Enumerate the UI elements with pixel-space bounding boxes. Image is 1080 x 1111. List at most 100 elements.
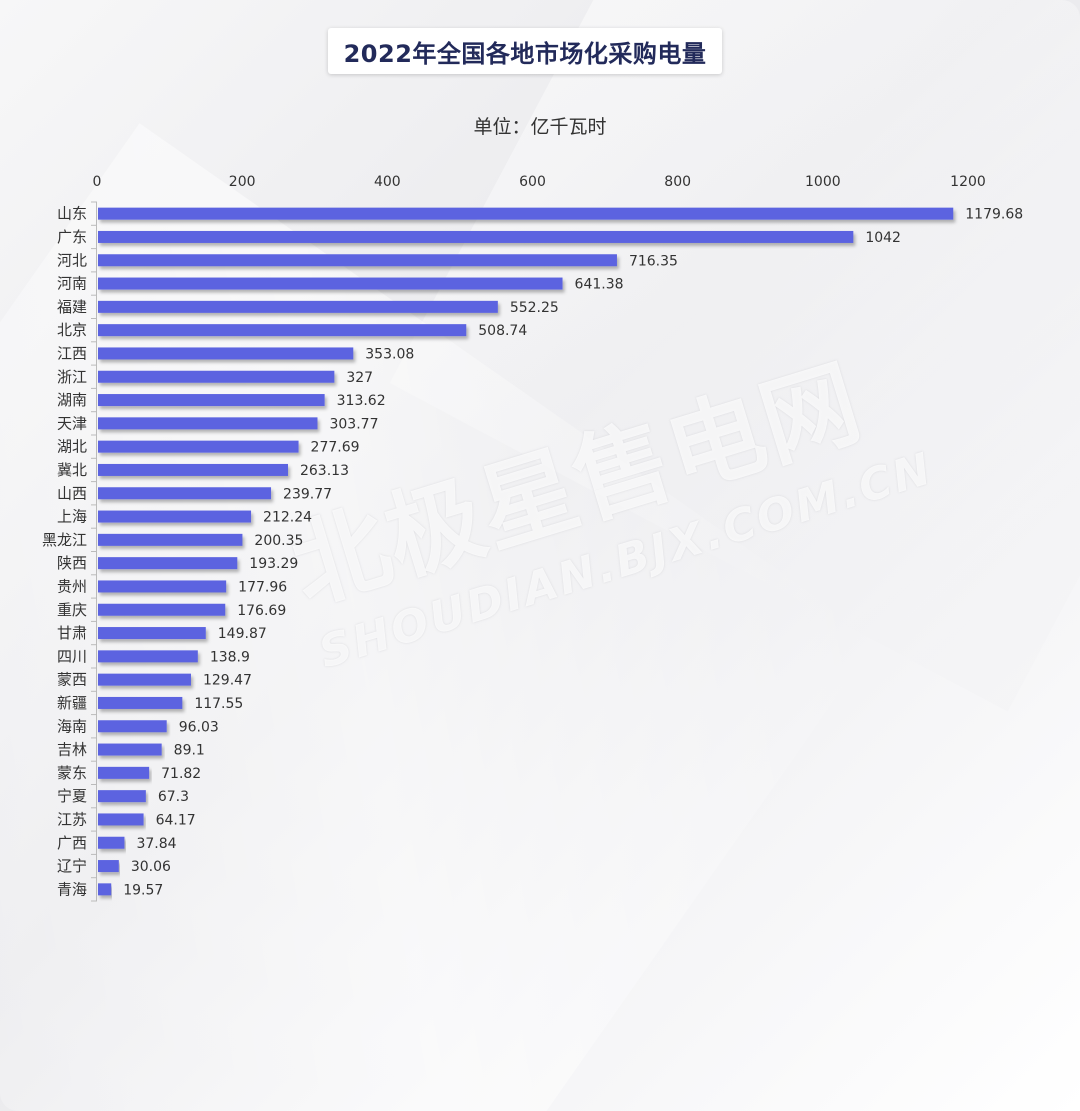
- data-bar: [98, 463, 288, 476]
- data-value-label: 353.08: [365, 346, 414, 362]
- category-label: 天津: [57, 414, 87, 432]
- data-bar: [98, 370, 335, 383]
- data-value-label: 177.96: [238, 579, 287, 595]
- data-bar: [98, 673, 191, 686]
- data-bar: [98, 510, 252, 523]
- category-label: 蒙东: [57, 764, 87, 782]
- data-value-label: 716.35: [629, 253, 678, 269]
- data-value-label: 149.87: [218, 626, 267, 642]
- data-value-label: 89.1: [174, 743, 205, 759]
- data-bar: [98, 230, 854, 243]
- data-value-label: 64.17: [156, 812, 196, 828]
- category-label: 上海: [57, 508, 87, 526]
- category-label: 海南: [57, 717, 87, 735]
- x-tick-label: 400: [374, 174, 401, 190]
- category-label: 新疆: [57, 694, 87, 712]
- category-label: 山西: [57, 484, 87, 502]
- category-label: 江西: [57, 344, 87, 362]
- data-bar: [98, 790, 146, 803]
- category-label: 北京: [57, 321, 87, 339]
- data-bar: [98, 487, 272, 500]
- data-value-label: 71.82: [161, 766, 201, 782]
- data-bar: [98, 813, 144, 826]
- data-value-label: 1179.68: [965, 207, 1023, 223]
- data-bar: [98, 417, 318, 430]
- data-value-label: 327: [346, 370, 373, 386]
- data-value-label: 30.06: [131, 859, 171, 875]
- category-label: 青海: [57, 880, 87, 898]
- data-bar: [98, 650, 198, 663]
- data-bar: [98, 440, 299, 453]
- data-bar: [98, 254, 617, 267]
- data-value-label: 239.77: [283, 486, 332, 502]
- data-value-label: 212.24: [263, 510, 312, 526]
- data-value-label: 193.29: [249, 556, 298, 572]
- data-value-label: 1042: [865, 230, 901, 246]
- data-value-label: 641.38: [575, 277, 624, 293]
- data-value-label: 129.47: [203, 673, 252, 689]
- category-label: 吉林: [57, 741, 87, 759]
- data-value-label: 313.62: [337, 393, 386, 409]
- category-label: 浙江: [57, 368, 87, 386]
- data-value-label: 176.69: [237, 603, 286, 619]
- category-label: 福建: [57, 298, 87, 316]
- category-label: 蒙西: [57, 671, 87, 689]
- category-label: 甘肃: [57, 624, 87, 642]
- category-label: 广西: [57, 834, 87, 852]
- data-value-label: 508.74: [478, 323, 527, 339]
- data-bar: [98, 627, 206, 640]
- category-label: 冀北: [57, 461, 87, 479]
- category-label: 湖南: [57, 391, 87, 409]
- category-label: 重庆: [57, 601, 87, 619]
- data-value-label: 37.84: [136, 836, 176, 852]
- data-value-label: 138.9: [210, 649, 250, 665]
- data-value-label: 263.13: [300, 463, 349, 479]
- category-label: 广东: [57, 228, 87, 246]
- data-value-label: 277.69: [311, 440, 360, 456]
- chart-unit-label: 单位：亿千瓦时: [473, 116, 607, 138]
- chart-title: 2022年全国各地市场化采购电量: [343, 39, 707, 68]
- data-bar: [98, 743, 162, 756]
- x-tick-label: 1200: [950, 174, 986, 190]
- x-tick-label: 0: [93, 174, 102, 190]
- data-bar: [98, 696, 183, 709]
- category-label: 山东: [57, 205, 87, 223]
- x-tick-label: 800: [664, 174, 691, 190]
- data-value-label: 200.35: [254, 533, 303, 549]
- category-label: 湖北: [57, 438, 87, 456]
- data-bar: [98, 277, 563, 290]
- data-bar: [98, 207, 954, 220]
- x-tick-label: 1000: [805, 174, 841, 190]
- data-bar: [98, 300, 498, 313]
- data-bar: [98, 557, 238, 570]
- data-value-label: 19.57: [123, 882, 163, 898]
- data-value-label: 117.55: [194, 696, 243, 712]
- category-label: 河北: [57, 251, 87, 269]
- category-label: 辽宁: [57, 857, 87, 875]
- category-label: 宁夏: [57, 787, 87, 805]
- chart-title-box: 2022年全国各地市场化采购电量: [328, 28, 722, 74]
- data-value-label: 67.3: [158, 789, 189, 805]
- data-bar: [98, 836, 125, 849]
- data-bar: [98, 720, 167, 733]
- data-value-label: 552.25: [510, 300, 559, 316]
- x-tick-label: 200: [229, 174, 256, 190]
- category-label: 江苏: [57, 810, 87, 828]
- data-bar: [98, 860, 119, 873]
- data-bar: [98, 883, 112, 896]
- data-bar: [98, 766, 150, 779]
- category-label: 陕西: [57, 554, 87, 572]
- x-tick-label: 600: [519, 174, 546, 190]
- data-value-label: 303.77: [329, 416, 378, 432]
- category-label: 河南: [57, 275, 87, 293]
- data-bar: [98, 324, 467, 337]
- category-label: 贵州: [57, 577, 87, 595]
- category-label: 四川: [57, 647, 87, 665]
- data-bar: [98, 603, 226, 616]
- category-label: 黑龙江: [42, 531, 87, 549]
- data-bar: [98, 533, 243, 546]
- data-value-label: 96.03: [179, 719, 219, 735]
- data-bar: [98, 347, 354, 360]
- data-bar: [98, 580, 227, 593]
